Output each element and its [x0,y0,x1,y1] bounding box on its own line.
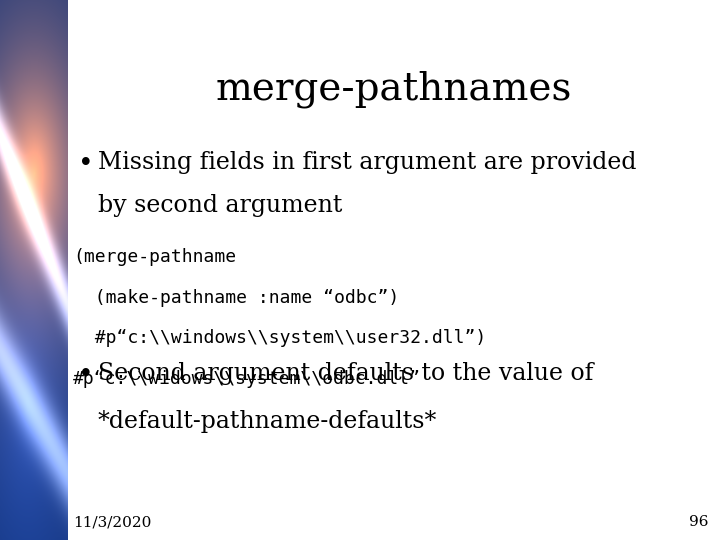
Text: •: • [78,362,94,387]
Text: #p“c:\\windows\\system\\user32.dll”): #p“c:\\windows\\system\\user32.dll”) [73,329,486,347]
Text: #p“c:\\widows\\system\\odbc.dll”: #p“c:\\widows\\system\\odbc.dll” [73,370,421,388]
Text: 11/3/2020: 11/3/2020 [73,515,151,529]
Text: by second argument: by second argument [98,194,343,218]
Text: (make-pathname :name “odbc”): (make-pathname :name “odbc”) [73,289,400,307]
Text: Second argument defaults to the value of: Second argument defaults to the value of [98,362,593,385]
Text: Missing fields in first argument are provided: Missing fields in first argument are pro… [98,151,636,174]
Text: *default-pathname-defaults*: *default-pathname-defaults* [98,410,437,434]
Text: (merge-pathname: (merge-pathname [73,248,236,266]
Text: 96: 96 [688,515,708,529]
Text: merge-pathnames: merge-pathnames [216,70,572,107]
Text: •: • [78,151,94,176]
